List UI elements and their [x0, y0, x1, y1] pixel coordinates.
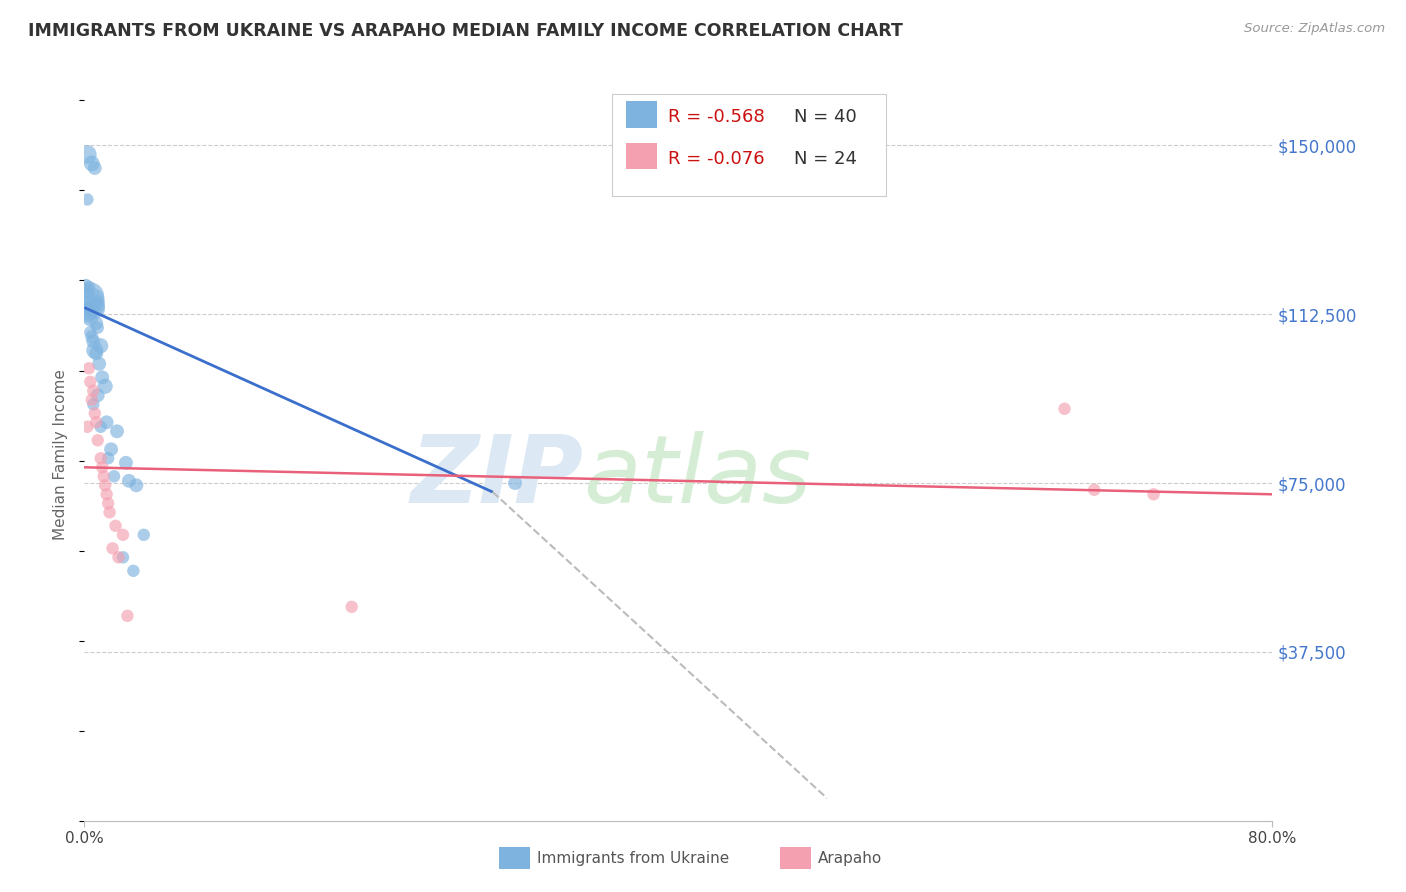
Point: [76, 147, 98, 161]
Point: [111, 550, 134, 565]
Point: [80, 330, 103, 344]
Point: [83, 161, 105, 175]
Point: [94, 379, 117, 393]
Point: [93, 469, 115, 483]
Point: [87, 388, 110, 402]
Point: [80, 293, 103, 308]
Point: [79, 311, 101, 326]
Text: atlas: atlas: [583, 432, 811, 523]
Point: [76, 307, 98, 321]
Point: [340, 599, 363, 614]
Point: [111, 528, 134, 542]
Text: R = -0.076: R = -0.076: [668, 150, 765, 168]
Point: [83, 343, 105, 358]
Point: [97, 451, 120, 466]
Point: [91, 460, 114, 475]
Point: [125, 478, 148, 492]
Point: [79, 289, 101, 303]
Point: [84, 316, 107, 330]
Point: [76, 193, 98, 207]
Point: [107, 550, 129, 565]
Point: [82, 298, 104, 312]
Point: [80, 392, 103, 407]
Point: [82, 397, 104, 411]
Point: [1053, 401, 1076, 416]
Point: [90, 419, 112, 434]
Point: [1083, 483, 1105, 497]
Text: N = 40: N = 40: [794, 108, 858, 126]
Text: Immigrants from Ukraine: Immigrants from Ukraine: [537, 851, 730, 865]
Point: [100, 442, 122, 457]
Point: [94, 478, 117, 492]
Point: [97, 496, 120, 510]
Point: [122, 564, 145, 578]
Point: [87, 434, 110, 448]
Point: [83, 406, 105, 420]
Text: IMMIGRANTS FROM UKRAINE VS ARAPAHO MEDIAN FAMILY INCOME CORRELATION CHART: IMMIGRANTS FROM UKRAINE VS ARAPAHO MEDIA…: [28, 22, 903, 40]
Point: [103, 469, 125, 483]
Point: [90, 451, 112, 466]
Point: [98, 505, 121, 519]
Point: [77, 280, 100, 294]
Point: [79, 325, 101, 339]
Point: [77, 304, 100, 318]
Point: [115, 456, 138, 470]
Point: [91, 370, 114, 384]
Point: [87, 320, 110, 334]
Point: [82, 334, 104, 349]
Text: R = -0.568: R = -0.568: [668, 108, 765, 126]
Point: [101, 541, 124, 556]
Point: [1143, 487, 1166, 501]
Point: [76, 285, 98, 299]
Point: [79, 375, 101, 389]
Point: [96, 415, 118, 429]
Point: [84, 415, 107, 429]
Point: [96, 487, 118, 501]
Point: [77, 361, 100, 376]
Text: Arapaho: Arapaho: [818, 851, 883, 865]
Y-axis label: Median Family Income: Median Family Income: [53, 369, 69, 541]
Point: [82, 384, 104, 398]
Text: ZIP: ZIP: [411, 431, 583, 523]
Point: [118, 474, 141, 488]
Point: [90, 339, 112, 353]
Point: [105, 425, 128, 439]
Point: [76, 419, 98, 434]
Point: [80, 156, 103, 170]
Point: [503, 476, 526, 491]
Text: N = 24: N = 24: [794, 150, 858, 168]
Point: [75, 278, 97, 293]
Text: Source: ZipAtlas.com: Source: ZipAtlas.com: [1244, 22, 1385, 36]
Point: [132, 528, 155, 542]
Point: [89, 357, 111, 371]
Point: [104, 518, 127, 533]
Point: [117, 608, 139, 623]
Point: [83, 301, 105, 316]
Point: [84, 346, 107, 360]
